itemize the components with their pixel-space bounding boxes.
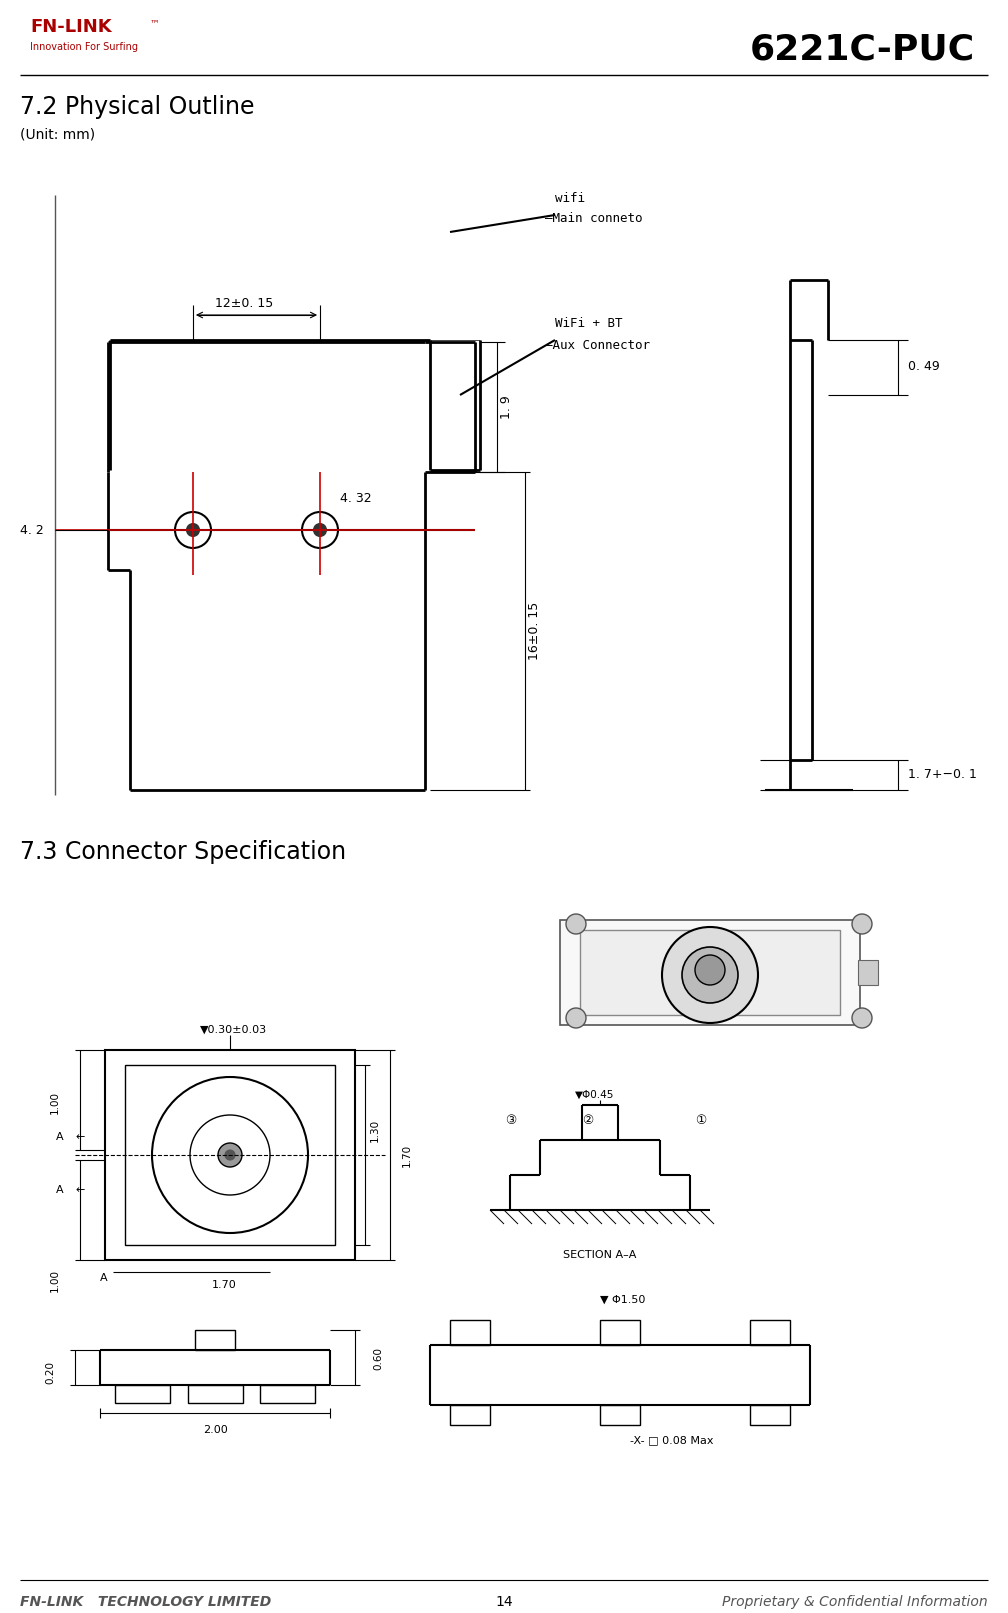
Text: ▼Φ0.45: ▼Φ0.45 <box>576 1090 615 1100</box>
Bar <box>750 1405 790 1424</box>
Text: 0.20: 0.20 <box>45 1361 55 1384</box>
Text: A: A <box>56 1132 64 1142</box>
Text: ™: ™ <box>150 18 159 27</box>
Text: (Unit: mm): (Unit: mm) <box>20 127 95 142</box>
Text: 1.00: 1.00 <box>50 1090 60 1113</box>
Circle shape <box>187 524 199 536</box>
Circle shape <box>218 1144 242 1166</box>
Text: 1.70: 1.70 <box>402 1144 412 1166</box>
Circle shape <box>695 955 725 986</box>
Text: A: A <box>56 1186 64 1195</box>
Bar <box>195 1331 235 1350</box>
Bar <box>858 960 878 986</box>
Text: Innovation For Surfing: Innovation For Surfing <box>30 42 138 52</box>
Text: 6221C-PUC: 6221C-PUC <box>750 32 975 66</box>
Text: —Main conneto: —Main conneto <box>545 211 642 224</box>
Circle shape <box>662 927 758 1023</box>
Text: 1. 9: 1. 9 <box>501 395 513 419</box>
Text: 4. 2: 4. 2 <box>20 524 43 537</box>
Text: wifi: wifi <box>555 192 585 205</box>
Text: FN-LINK   TECHNOLOGY LIMITED: FN-LINK TECHNOLOGY LIMITED <box>20 1595 271 1610</box>
Bar <box>600 1319 640 1345</box>
Circle shape <box>566 1008 586 1027</box>
Text: A: A <box>100 1273 108 1282</box>
Text: FN-LINK: FN-LINK <box>30 18 112 35</box>
Circle shape <box>852 915 872 934</box>
Text: 2.00: 2.00 <box>203 1424 228 1436</box>
Text: ①: ① <box>695 1113 707 1126</box>
Bar <box>105 1050 355 1260</box>
Text: ③: ③ <box>505 1113 516 1126</box>
Bar <box>580 931 840 1015</box>
Text: —Aux Connector: —Aux Connector <box>545 339 650 352</box>
Circle shape <box>566 915 586 934</box>
Bar <box>450 1319 490 1345</box>
Text: ←: ← <box>75 1132 85 1142</box>
Text: 7.2 Physical Outline: 7.2 Physical Outline <box>20 95 254 119</box>
Bar <box>188 1386 243 1403</box>
Text: 1.30: 1.30 <box>370 1118 380 1142</box>
Bar <box>750 1319 790 1345</box>
Circle shape <box>682 947 738 1003</box>
Text: 14: 14 <box>495 1595 513 1610</box>
Text: Proprietary & Confidential Information: Proprietary & Confidential Information <box>723 1595 988 1610</box>
Text: 4. 32: 4. 32 <box>340 492 372 505</box>
Bar <box>115 1386 170 1403</box>
Circle shape <box>852 1008 872 1027</box>
Circle shape <box>225 1150 235 1160</box>
Text: ←: ← <box>75 1186 85 1195</box>
Text: 1.00: 1.00 <box>50 1268 60 1292</box>
Text: 0. 49: 0. 49 <box>908 360 939 374</box>
Text: SECTION A–A: SECTION A–A <box>563 1250 637 1260</box>
Text: 7.3 Connector Specification: 7.3 Connector Specification <box>20 840 346 865</box>
Bar <box>125 1065 335 1245</box>
Text: -X- □ 0.08 Max: -X- □ 0.08 Max <box>630 1436 714 1445</box>
Circle shape <box>314 524 326 536</box>
Text: ▼ Φ1.50: ▼ Φ1.50 <box>600 1295 645 1305</box>
Text: WiFi + BT: WiFi + BT <box>555 318 623 331</box>
Text: ②: ② <box>582 1113 594 1126</box>
Text: 12±0. 15: 12±0. 15 <box>215 297 273 310</box>
Bar <box>450 1405 490 1424</box>
Text: 1. 7+−0. 1: 1. 7+−0. 1 <box>908 768 977 782</box>
Bar <box>260 1386 314 1403</box>
Text: 16±0. 15: 16±0. 15 <box>528 602 541 660</box>
Bar <box>560 919 860 1024</box>
Text: 1.70: 1.70 <box>212 1281 237 1290</box>
Text: ▼0.30±0.03: ▼0.30±0.03 <box>200 1024 267 1036</box>
Text: 0.60: 0.60 <box>373 1347 383 1369</box>
Bar <box>600 1405 640 1424</box>
